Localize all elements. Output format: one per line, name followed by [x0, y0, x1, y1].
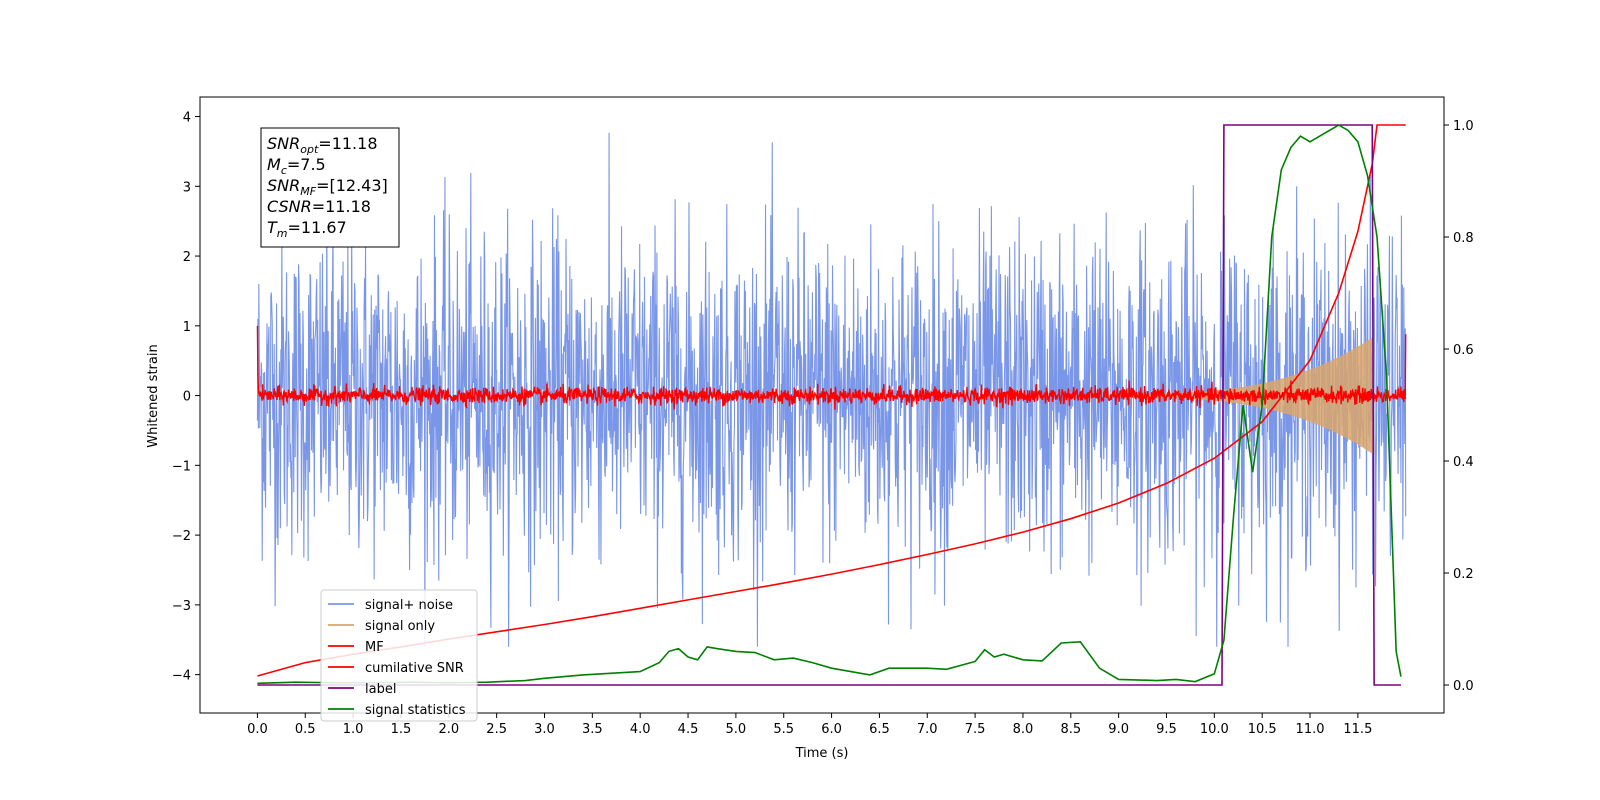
series-signal-noise	[256, 132, 1407, 647]
annotation-line: CSNR=11.18	[267, 197, 371, 216]
legend-label: signal statistics	[365, 703, 466, 718]
x-tick-label: 1.5	[391, 722, 412, 737]
legend-label: signal only	[365, 619, 435, 634]
x-tick-label: 4.0	[630, 722, 651, 737]
x-tick-label: 9.5	[1156, 722, 1177, 737]
legend: signal+ noise signal only MF cumilative SNR…	[320, 589, 478, 722]
y-tick-label-left: −4	[172, 669, 191, 684]
y-tick-label-left: 1	[183, 320, 191, 335]
x-tick-label: 7.5	[965, 722, 986, 737]
x-tick-label: 3.5	[582, 722, 603, 737]
y-tick-label-right: 0.4	[1453, 455, 1474, 470]
legend-label: cumilative SNR	[365, 661, 464, 676]
x-tick-label: 10.0	[1200, 722, 1229, 737]
annotation-line: SNRopt=11.18	[267, 134, 378, 156]
y-tick-label-left: −2	[172, 529, 191, 544]
x-tick-label: 7.0	[917, 722, 938, 737]
x-tick-label: 5.5	[773, 722, 794, 737]
legend-label: label	[365, 682, 396, 697]
y-tick-label-right: 0.6	[1453, 343, 1474, 358]
x-tick-label: 6.5	[869, 722, 890, 737]
series-mf	[256, 325, 1407, 410]
x-tick-label: 8.0	[1013, 722, 1034, 737]
y-tick-label-right: 1.0	[1453, 119, 1474, 134]
legend-label: MF	[365, 640, 384, 655]
y-axis-label: Whitened strain	[146, 344, 161, 447]
x-tick-label: 0.0	[247, 722, 268, 737]
y-tick-label-left: 4	[183, 111, 191, 126]
y-tick-label-right: 0.0	[1453, 679, 1474, 694]
x-axis-label: Time (s)	[795, 746, 849, 761]
x-tick-label: 10.5	[1248, 722, 1277, 737]
series-line-signal-statistics	[257, 124, 1402, 685]
annotation-frame	[260, 127, 400, 248]
y-tick-label-left: 0	[183, 390, 191, 405]
y-tick-label-left: −3	[172, 599, 191, 614]
x-tick-label: 0.5	[295, 722, 316, 737]
y-tick-label-left: −1	[172, 459, 191, 474]
annotation-box: SNRopt=11.18Mc=7.5SNRMF=[12.43]CSNR=11.1…	[260, 127, 400, 248]
x-tick-label: 9.0	[1108, 722, 1129, 737]
axes-frame	[199, 96, 1445, 714]
x-tick-label: 5.0	[726, 722, 747, 737]
x-tick-label: 2.5	[486, 722, 507, 737]
x-tick-label: 2.0	[438, 722, 459, 737]
annotation-line: Tm=11.67	[267, 218, 347, 240]
series-line-signal-noise	[256, 132, 1407, 647]
y-tick-label-left: 2	[183, 250, 191, 265]
x-tick-label: 11.5	[1343, 722, 1372, 737]
legend-label: signal+ noise	[365, 598, 453, 613]
x-tick-label: 6.0	[821, 722, 842, 737]
x-ticks: 0.0 0.5 1.0 1.5 2.0 2.5 3.0 3.5 4.0 4.5 5.0 5.5 6.0 6…	[247, 713, 1372, 737]
y-tick-label-right: 0.8	[1453, 231, 1474, 246]
x-tick-label: 8.5	[1060, 722, 1081, 737]
series-line-mf	[256, 325, 1407, 410]
x-tick-label: 11.0	[1296, 722, 1325, 737]
x-tick-label: 4.5	[678, 722, 699, 737]
annotation-line: Mc=7.5	[267, 155, 326, 177]
y-ticks-left: 4 3 2 1 0 −1 −2 −3 −4	[172, 111, 200, 684]
annotation-line: SNRMF=[12.43]	[267, 176, 388, 198]
series-line-label	[257, 124, 1401, 686]
y-tick-label-left: 3	[183, 180, 191, 195]
y-ticks-right: 0.0 0.2 0.4 0.6 0.8 1.0	[1444, 119, 1474, 694]
y-tick-label-right: 0.2	[1453, 567, 1474, 582]
x-tick-label: 3.0	[534, 722, 555, 737]
legend-frame	[320, 589, 478, 722]
axes	[199, 96, 1445, 714]
x-tick-label: 1.0	[343, 722, 364, 737]
